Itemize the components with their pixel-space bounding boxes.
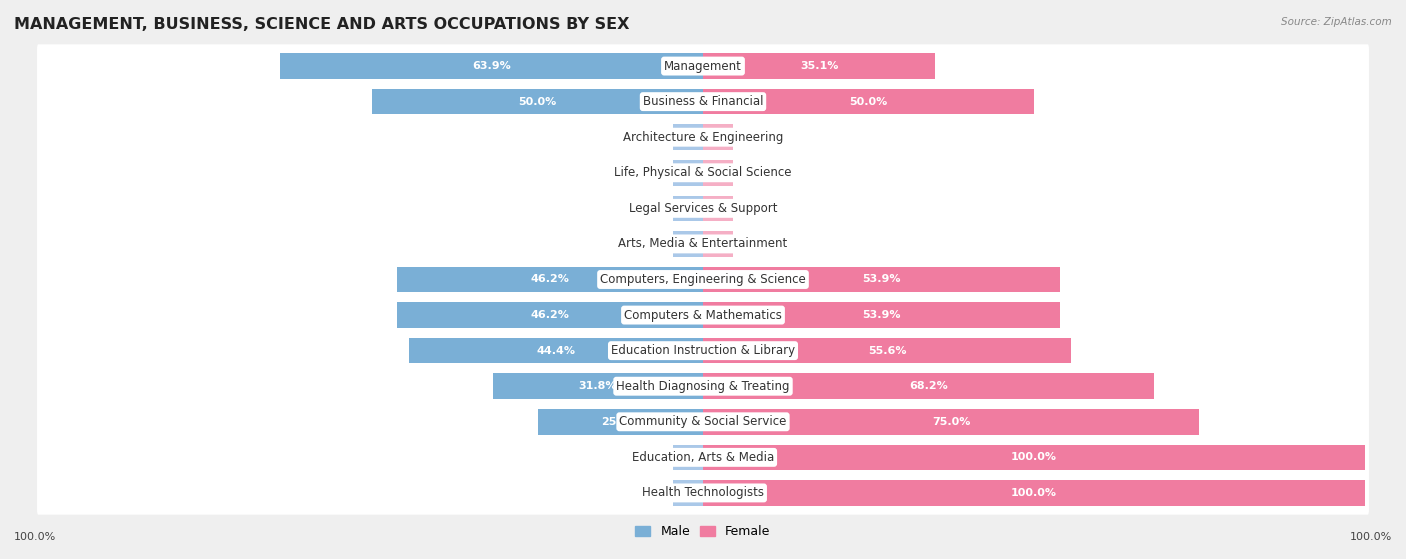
Bar — [673, 160, 703, 186]
Text: 53.9%: 53.9% — [862, 310, 901, 320]
FancyBboxPatch shape — [37, 258, 1369, 301]
Text: 0.0%: 0.0% — [738, 239, 766, 249]
Bar — [398, 302, 703, 328]
Text: 0.0%: 0.0% — [640, 488, 668, 498]
Bar — [673, 125, 703, 150]
Bar — [398, 267, 703, 292]
FancyBboxPatch shape — [37, 187, 1369, 230]
Bar — [373, 89, 703, 115]
Text: Management: Management — [664, 60, 742, 73]
Text: 35.1%: 35.1% — [800, 61, 838, 71]
FancyBboxPatch shape — [37, 44, 1369, 88]
Bar — [409, 338, 703, 363]
Text: Computers, Engineering & Science: Computers, Engineering & Science — [600, 273, 806, 286]
FancyBboxPatch shape — [37, 222, 1369, 266]
Bar — [703, 125, 733, 150]
Text: 100.0%: 100.0% — [1350, 532, 1392, 542]
Bar — [703, 196, 733, 221]
FancyBboxPatch shape — [37, 435, 1369, 479]
Text: Source: ZipAtlas.com: Source: ZipAtlas.com — [1281, 17, 1392, 27]
Text: 100.0%: 100.0% — [14, 532, 56, 542]
Bar — [537, 409, 703, 434]
Text: 50.0%: 50.0% — [519, 97, 557, 107]
FancyBboxPatch shape — [37, 116, 1369, 159]
Text: 0.0%: 0.0% — [640, 132, 668, 142]
Text: Life, Physical & Social Science: Life, Physical & Social Science — [614, 166, 792, 179]
FancyBboxPatch shape — [37, 329, 1369, 372]
Text: 63.9%: 63.9% — [472, 61, 510, 71]
Text: 0.0%: 0.0% — [738, 203, 766, 214]
Text: 50.0%: 50.0% — [849, 97, 887, 107]
FancyBboxPatch shape — [37, 80, 1369, 124]
Text: 44.4%: 44.4% — [537, 345, 575, 356]
Text: 46.2%: 46.2% — [530, 274, 569, 285]
Text: 55.6%: 55.6% — [868, 345, 907, 356]
Text: 0.0%: 0.0% — [640, 168, 668, 178]
Legend: Male, Female: Male, Female — [630, 520, 776, 543]
Bar — [703, 89, 1033, 115]
Text: Community & Social Service: Community & Social Service — [619, 415, 787, 428]
Text: 31.8%: 31.8% — [578, 381, 617, 391]
Text: 100.0%: 100.0% — [1011, 488, 1057, 498]
Text: Legal Services & Support: Legal Services & Support — [628, 202, 778, 215]
Text: 0.0%: 0.0% — [738, 132, 766, 142]
Text: Business & Financial: Business & Financial — [643, 95, 763, 108]
Bar — [673, 480, 703, 506]
FancyBboxPatch shape — [37, 471, 1369, 515]
Bar — [703, 409, 1199, 434]
Bar — [673, 231, 703, 257]
Text: Education Instruction & Library: Education Instruction & Library — [612, 344, 794, 357]
Bar — [703, 302, 1060, 328]
Text: Architecture & Engineering: Architecture & Engineering — [623, 131, 783, 144]
Text: 0.0%: 0.0% — [640, 203, 668, 214]
Text: 100.0%: 100.0% — [1011, 452, 1057, 462]
Bar — [703, 53, 935, 79]
Bar — [280, 53, 703, 79]
Bar — [673, 196, 703, 221]
Bar — [703, 480, 1365, 506]
Text: 75.0%: 75.0% — [932, 417, 970, 427]
Text: MANAGEMENT, BUSINESS, SCIENCE AND ARTS OCCUPATIONS BY SEX: MANAGEMENT, BUSINESS, SCIENCE AND ARTS O… — [14, 17, 630, 32]
Bar — [673, 444, 703, 470]
Text: Health Diagnosing & Treating: Health Diagnosing & Treating — [616, 380, 790, 393]
Text: Health Technologists: Health Technologists — [643, 486, 763, 499]
Bar — [703, 338, 1071, 363]
Text: 53.9%: 53.9% — [862, 274, 901, 285]
Bar — [703, 444, 1365, 470]
Text: Education, Arts & Media: Education, Arts & Media — [631, 451, 775, 464]
Bar — [703, 160, 733, 186]
Text: Computers & Mathematics: Computers & Mathematics — [624, 309, 782, 321]
Text: 25.0%: 25.0% — [602, 417, 640, 427]
Bar — [703, 267, 1060, 292]
Text: 46.2%: 46.2% — [530, 310, 569, 320]
Text: Arts, Media & Entertainment: Arts, Media & Entertainment — [619, 238, 787, 250]
Bar — [703, 231, 733, 257]
FancyBboxPatch shape — [37, 400, 1369, 443]
FancyBboxPatch shape — [37, 364, 1369, 408]
Text: 0.0%: 0.0% — [640, 239, 668, 249]
Text: 0.0%: 0.0% — [738, 168, 766, 178]
Bar — [492, 373, 703, 399]
Text: 0.0%: 0.0% — [640, 452, 668, 462]
Text: 68.2%: 68.2% — [910, 381, 948, 391]
FancyBboxPatch shape — [37, 293, 1369, 337]
Bar — [703, 373, 1154, 399]
FancyBboxPatch shape — [37, 151, 1369, 195]
